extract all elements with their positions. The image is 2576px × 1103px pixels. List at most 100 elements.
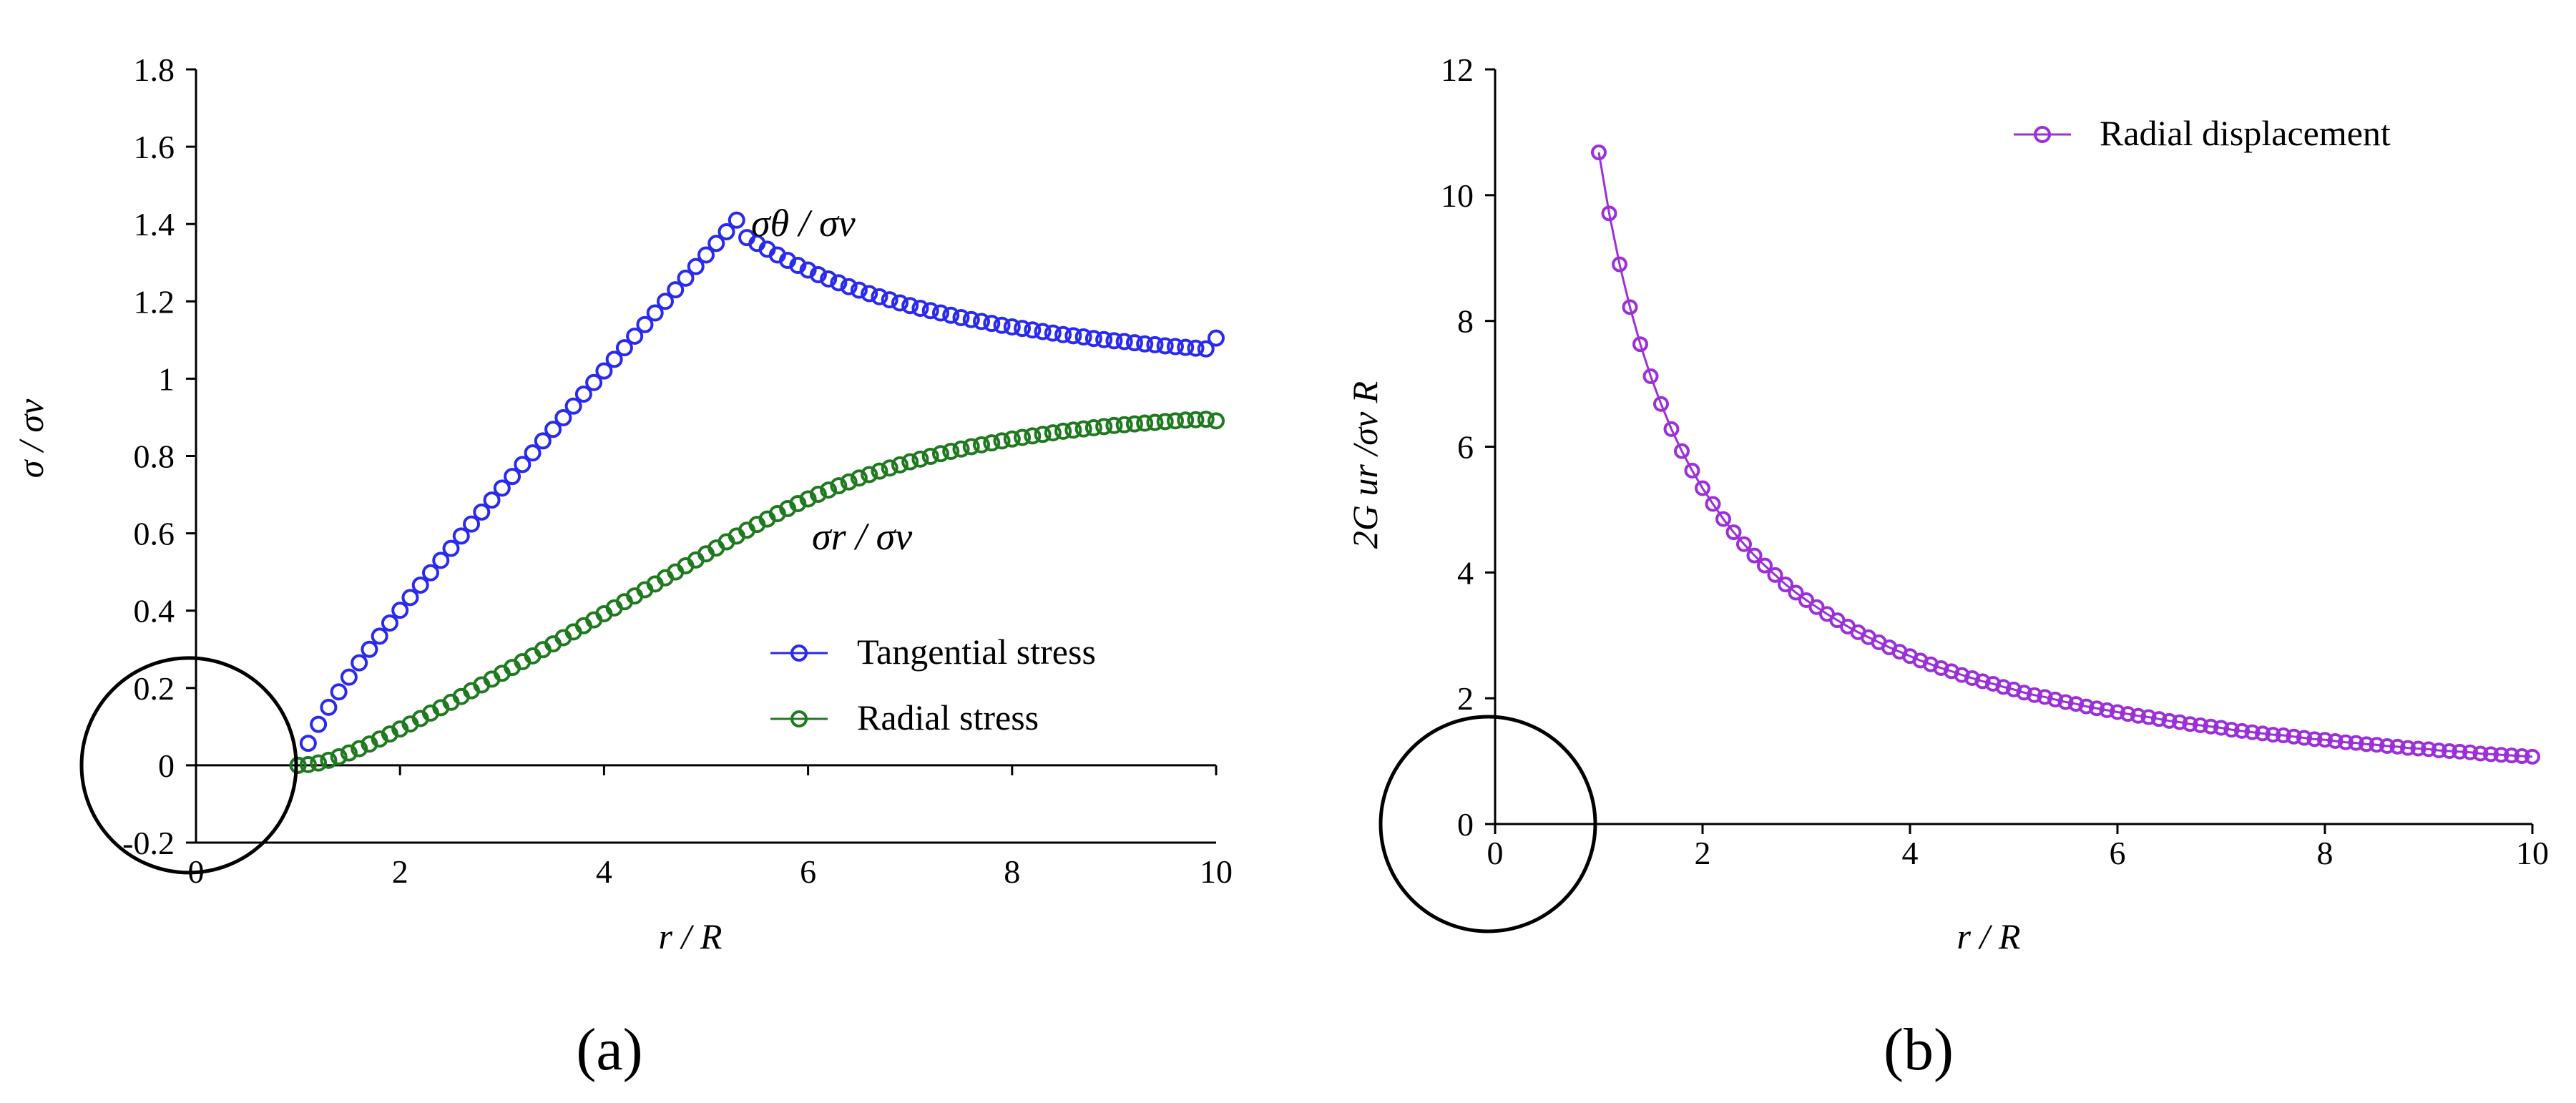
data-point (911, 300, 929, 318)
data-point (789, 257, 807, 275)
data-point (2213, 720, 2229, 736)
x-tick-label: 10 (2516, 835, 2549, 871)
data-point (2203, 718, 2219, 735)
data-point (962, 310, 980, 328)
x-tick-label: 4 (1902, 835, 1919, 871)
data-point (1024, 321, 1042, 339)
data-point (2369, 737, 2385, 753)
data-point (1695, 480, 1710, 496)
data-point (320, 751, 338, 769)
y-tick-label: 0.2 (134, 670, 175, 707)
data-point (289, 756, 307, 774)
data-point (1064, 327, 1082, 345)
data-point (871, 462, 888, 480)
x-axis-label-a: r / R (659, 916, 723, 956)
data-point (993, 432, 1011, 450)
y-axis-label-a: σ / σv (11, 398, 51, 478)
data-point (1612, 256, 1627, 273)
data-point (1044, 324, 1062, 342)
data-point (1208, 329, 1225, 347)
data-point (1014, 428, 1032, 446)
origin-highlight-circle-b (1378, 715, 1597, 933)
data-point (554, 408, 572, 426)
data-point (1974, 673, 1991, 690)
data-point (2524, 748, 2540, 765)
data-point (2182, 716, 2198, 732)
data-point (574, 386, 592, 403)
data-point (2068, 696, 2084, 712)
data-point (2421, 741, 2437, 758)
data-point (1187, 411, 1205, 428)
data-point (2110, 704, 2125, 720)
data-point (2493, 747, 2509, 763)
data-point (493, 479, 511, 497)
data-point (2037, 689, 2053, 705)
y-tick-label: 1 (158, 361, 175, 397)
data-point (1003, 430, 1021, 448)
data-point (1197, 340, 1215, 358)
data-point (830, 477, 848, 495)
legend-label-radial: Radial stress (857, 697, 1039, 737)
data-point (2265, 727, 2281, 743)
data-point (1684, 462, 1700, 479)
x-tick-label: 6 (800, 853, 816, 890)
data-point (299, 755, 317, 773)
data-point (391, 602, 409, 619)
y-tick-label: 1.6 (134, 129, 175, 165)
x-tick-label: 10 (1200, 853, 1233, 890)
chart-b-ticks: 0 2 4 6 8 10 12 0 2 4 6 8 10 (1441, 52, 2549, 871)
legend-radial-marker (790, 710, 808, 727)
data-point (2027, 687, 2042, 703)
data-point (942, 443, 960, 461)
data-point (564, 397, 582, 415)
data-point (646, 304, 664, 322)
data-point (820, 270, 838, 288)
data-point (1778, 577, 1793, 593)
data-point (1115, 333, 1133, 350)
data-point (2338, 734, 2354, 750)
data-point (2462, 744, 2478, 760)
data-point (1136, 335, 1154, 353)
data-point (921, 448, 939, 466)
data-point (993, 316, 1011, 334)
data-point (1034, 426, 1052, 443)
data-point (2504, 747, 2519, 764)
data-point (1095, 330, 1113, 348)
y-tick-label: 0 (158, 747, 175, 784)
data-point (871, 288, 888, 305)
data-point (514, 456, 532, 474)
data-point (463, 515, 481, 533)
data-point (544, 421, 562, 438)
data-point (1084, 330, 1102, 348)
data-point (2483, 746, 2499, 763)
data-point (2442, 743, 2457, 760)
data-point (1105, 332, 1123, 350)
data-point (1995, 679, 2012, 695)
data-point (2255, 725, 2271, 742)
data-point (2327, 732, 2344, 749)
annotation-sigma-theta: σθ / σv (751, 202, 856, 245)
data-point (891, 456, 909, 474)
data-point (1034, 323, 1052, 340)
data-point (1054, 422, 1072, 440)
data-point (299, 735, 317, 753)
data-point (952, 440, 970, 458)
data-point (983, 434, 1001, 452)
data-point (677, 269, 695, 287)
data-point (1166, 338, 1184, 356)
series-line (1597, 152, 2533, 758)
data-point (442, 539, 460, 557)
data-point (1095, 418, 1113, 436)
data-point (2514, 748, 2530, 765)
data-point (2431, 742, 2447, 759)
data-point (340, 668, 358, 686)
data-point (1632, 336, 1648, 353)
data-point (1725, 524, 1742, 541)
data-point (2400, 740, 2416, 756)
data-point (1674, 443, 1690, 459)
data-point (2057, 694, 2074, 710)
data-point (861, 466, 878, 484)
data-point (942, 306, 960, 324)
data-point (1715, 511, 1731, 527)
data-point (799, 261, 817, 279)
